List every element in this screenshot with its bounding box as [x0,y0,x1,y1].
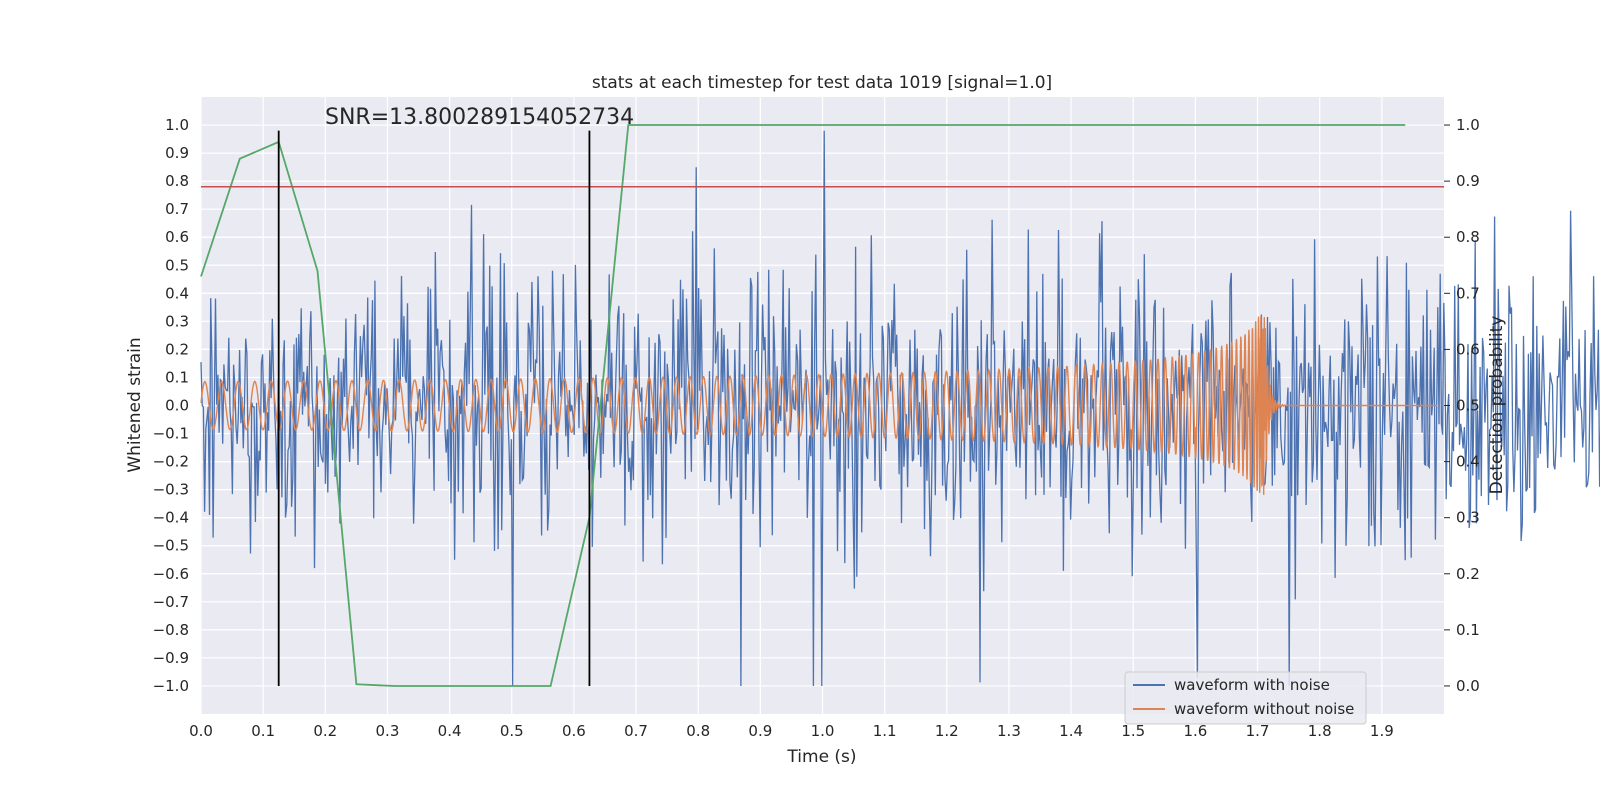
y2-tick-label: 0.7 [1456,284,1480,302]
y2-tick-label: 0.1 [1456,621,1480,639]
legend-label-noise: waveform with noise [1174,676,1330,694]
x-tick-label: 1.6 [1183,722,1207,740]
chart-title: stats at each timestep for test data 101… [592,73,1052,93]
y-tick-label: −0.7 [153,593,189,611]
y-tick-label: −0.1 [153,425,189,443]
y-tick-label: 0.6 [165,228,189,246]
y2-tick-label: 0.6 [1456,340,1480,358]
x-tick-label: 0.0 [189,722,213,740]
legend: waveform with noise waveform without noi… [1124,671,1367,725]
x-tick-label: 1.4 [1059,722,1083,740]
y-tick-label: 0.2 [165,340,189,358]
y-tick-label: 0.3 [165,312,189,330]
y-tick-label: 0.9 [165,144,189,162]
legend-box [1124,671,1367,725]
overlays [201,130,1444,686]
x-tick-label: 1.8 [1308,722,1332,740]
y-tick-label: −0.2 [153,453,189,471]
snr-annotation: SNR=13.800289154052734 [325,105,634,130]
y2-tick-label: 0.3 [1456,509,1480,527]
x-tick-label: 1.3 [997,722,1021,740]
y2-axis-label: Detection probability [1487,316,1507,495]
x-tick-label: 1.1 [873,722,897,740]
y-tick-label: 0.1 [165,368,189,386]
x-tick-label: 0.7 [624,722,648,740]
y2-tick-label: 0.4 [1456,453,1480,471]
legend-label-clean: waveform without noise [1174,700,1354,718]
y-tick-label: 0.7 [165,200,189,218]
series-detection-probability [200,124,1406,687]
y-axis-ticks: 1.0 0.9 0.8 0.7 0.6 0.5 0.4 0.3 0.2 0.1 0.0 −0.1 −0.… [153,116,189,695]
y-tick-label: −1.0 [153,677,189,695]
x-tick-label: 1.5 [1121,722,1145,740]
y-tick-label: −0.3 [153,481,189,499]
y2-tick-label: 0.2 [1456,565,1480,583]
x-tick-label: 0.4 [438,722,462,740]
x-tick-label: 0.5 [500,722,524,740]
x-tick-label: 1.0 [811,722,835,740]
y-tick-label: −0.4 [153,509,189,527]
y-tick-label: 1.0 [165,116,189,134]
y-tick-label: 0.8 [165,172,189,190]
x-tick-label: 1.9 [1370,722,1394,740]
y-tick-label: 0.5 [165,256,189,274]
y2-tick-label: 0.8 [1456,228,1480,246]
y2-tick-label: 0.9 [1456,172,1480,190]
series-waveform-without-noise [200,315,1438,495]
y-tick-label: −0.6 [153,565,189,583]
y2-tick-label: 0.0 [1456,677,1480,695]
x-tick-label: 0.9 [748,722,772,740]
y2-tick-label: 1.0 [1456,116,1480,134]
x-tick-label: 0.1 [251,722,275,740]
x-axis-ticks: 0.0 0.1 0.2 0.3 0.4 0.5 0.6 0.7 0.8 0.9 1.0 1.1 1.2 1… [189,722,1394,740]
x-tick-label: 1.2 [935,722,959,740]
line-detection-probability [200,124,1406,687]
y2-tick-label: 0.5 [1456,397,1480,415]
y-tick-label: 0.4 [165,284,189,302]
y-tick-label: −0.8 [153,621,189,639]
x-tick-label: 0.3 [376,722,400,740]
x-tick-label: 0.6 [562,722,586,740]
x-tick-label: 0.8 [686,722,710,740]
y-tick-label: 0.0 [165,397,189,415]
y-tick-label: −0.5 [153,537,189,555]
x-axis-label: Time (s) [786,747,856,767]
y-tick-label: −0.9 [153,649,189,667]
y-axis-label: Whitened strain [125,337,145,472]
line-waveform-without-noise [200,315,1438,495]
x-tick-label: 0.2 [313,722,337,740]
x-tick-label: 1.7 [1246,722,1270,740]
y2-axis-ticks: 1.0 0.9 0.8 0.7 0.6 0.5 0.4 0.3 0.2 0.1 0.0 [1444,116,1480,695]
